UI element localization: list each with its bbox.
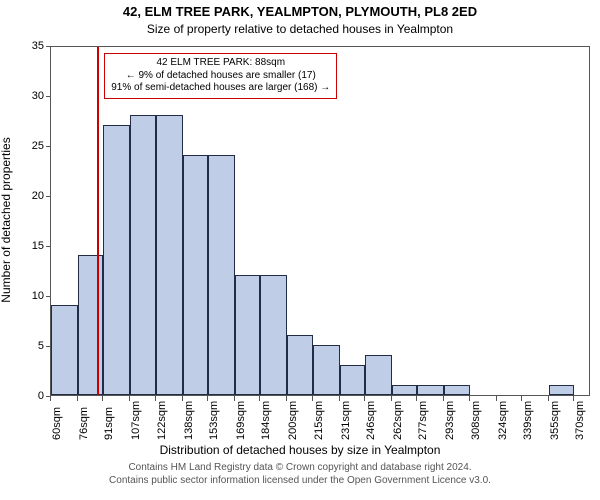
x-tick-label: 277sqm — [417, 401, 429, 440]
x-tick-mark — [77, 396, 78, 401]
x-tick-label: 122sqm — [156, 401, 168, 440]
chart-container: 42, ELM TREE PARK, YEALMPTON, PLYMOUTH, … — [0, 0, 600, 500]
histogram-bar — [156, 115, 183, 395]
histogram-bar — [444, 385, 469, 395]
x-tick-label: 91sqm — [103, 407, 115, 440]
histogram-bar — [183, 155, 208, 395]
footer-line-2: Contains public sector information licen… — [0, 475, 600, 488]
annotation-line-1: 42 ELM TREE PARK: 88sqm — [111, 57, 330, 70]
x-tick-label: 308sqm — [470, 401, 482, 440]
histogram-bar — [549, 385, 574, 395]
x-tick-label: 60sqm — [51, 407, 63, 440]
x-tick-label: 107sqm — [130, 401, 142, 440]
histogram-bar — [365, 355, 392, 395]
annotation-box: 42 ELM TREE PARK: 88sqm ← 9% of detached… — [104, 53, 337, 99]
histogram-bar — [260, 275, 287, 395]
plot-inner: 42 ELM TREE PARK: 88sqm ← 9% of detached… — [51, 47, 589, 395]
histogram-bar — [287, 335, 312, 395]
x-tick-label: 246sqm — [365, 401, 377, 440]
histogram-bar — [235, 275, 260, 395]
x-tick-label: 215sqm — [313, 401, 325, 440]
x-tick-label: 76sqm — [78, 407, 90, 440]
histogram-bar — [103, 125, 130, 395]
x-tick-label: 138sqm — [183, 401, 195, 440]
histogram-bar — [340, 365, 365, 395]
x-tick-label: 293sqm — [444, 401, 456, 440]
y-tick: 30 — [14, 90, 44, 102]
histogram-bar — [51, 305, 78, 395]
y-tick: 20 — [14, 190, 44, 202]
marker-line — [97, 47, 99, 395]
x-tick-label: 370sqm — [574, 401, 586, 440]
histogram-bar — [78, 255, 103, 395]
histogram-bar — [392, 385, 417, 395]
x-tick-label: 262sqm — [392, 401, 404, 440]
x-tick-label: 324sqm — [497, 401, 509, 440]
x-tick-label: 184sqm — [260, 401, 272, 440]
annotation-line-2: ← 9% of detached houses are smaller (17) — [111, 70, 330, 83]
histogram-bar — [208, 155, 235, 395]
chart-footer: Contains HM Land Registry data © Crown c… — [0, 462, 600, 487]
x-tick-label: 355sqm — [549, 401, 561, 440]
y-tick: 25 — [14, 140, 44, 152]
x-tick-label: 169sqm — [235, 401, 247, 440]
y-tick: 0 — [14, 390, 44, 402]
x-tick-label: 339sqm — [522, 401, 534, 440]
x-tick-label: 153sqm — [208, 401, 220, 440]
y-tick: 15 — [14, 240, 44, 252]
chart-subtitle: Size of property relative to detached ho… — [0, 22, 600, 36]
histogram-bar — [313, 345, 340, 395]
histogram-bar — [130, 115, 155, 395]
histogram-bar — [417, 385, 444, 395]
x-tick-label: 200sqm — [287, 401, 299, 440]
x-tick-label: 231sqm — [340, 401, 352, 440]
x-tick-mark — [50, 396, 51, 401]
chart-title: 42, ELM TREE PARK, YEALMPTON, PLYMOUTH, … — [0, 4, 600, 19]
annotation-line-3: 91% of semi-detached houses are larger (… — [111, 82, 330, 95]
y-tick: 10 — [14, 290, 44, 302]
plot-area: 42 ELM TREE PARK: 88sqm ← 9% of detached… — [50, 46, 590, 396]
x-tick-mark — [102, 396, 103, 401]
footer-line-1: Contains HM Land Registry data © Crown c… — [0, 462, 600, 475]
x-axis-label: Distribution of detached houses by size … — [0, 443, 600, 457]
y-tick: 5 — [14, 340, 44, 352]
y-tick: 35 — [14, 40, 44, 52]
y-axis-label: Number of detached properties — [0, 137, 13, 302]
